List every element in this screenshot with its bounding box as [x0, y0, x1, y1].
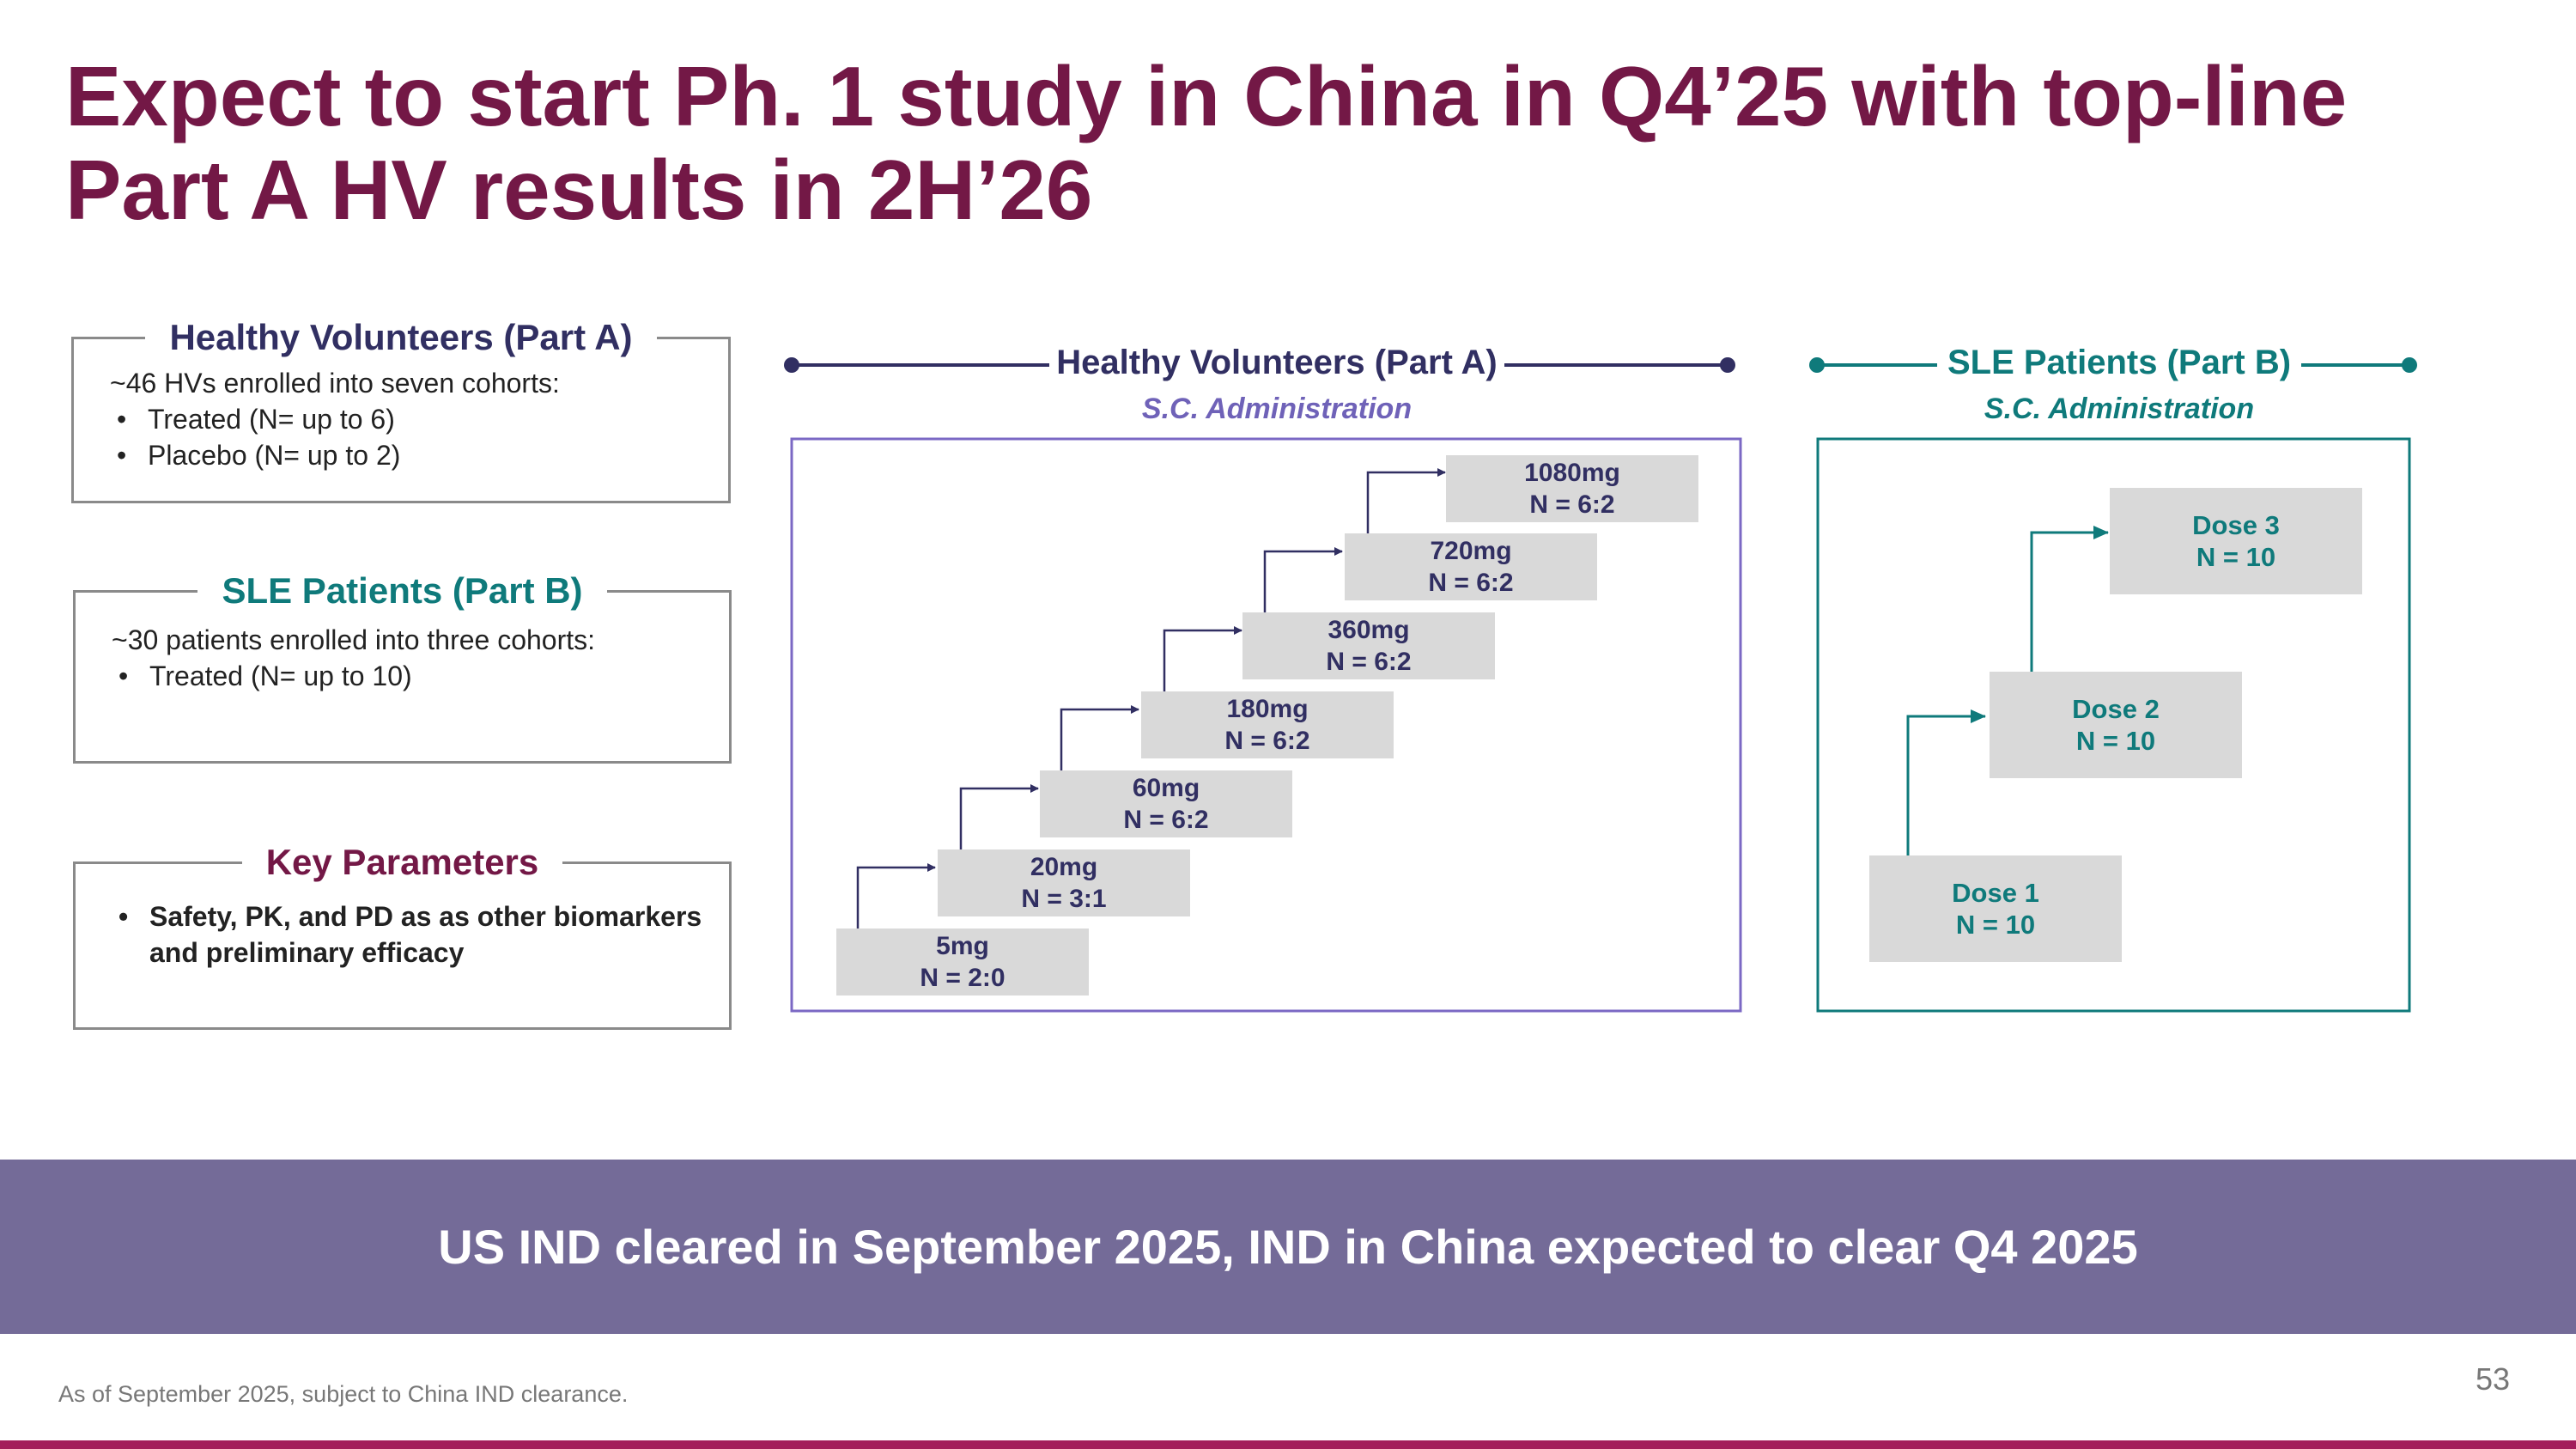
hv-cohort-360mg: 360mg N = 6:2 — [1242, 612, 1495, 679]
list-item: Safety, PK, and PD as as other biomarker… — [112, 898, 712, 971]
hv-info-intro: ~46 HVs enrolled into seven cohorts: — [110, 368, 560, 399]
cohort-n: N = 6:2 — [1224, 727, 1310, 755]
cohort-dose: 20mg — [1030, 853, 1098, 881]
cohort-n: N = 6:2 — [1529, 490, 1615, 519]
cohort-dose: 180mg — [1226, 695, 1309, 723]
list-item: Treated (N= up to 6) — [110, 401, 711, 437]
hv-info-bullets: Treated (N= up to 6) Placebo (N= up to 2… — [110, 401, 711, 473]
sle-info-heading: SLE Patients (Part B) — [197, 567, 607, 615]
page-title-line-1: Expect to start Ph. 1 study in China in … — [65, 49, 2348, 143]
accent-bar — [0, 1440, 2576, 1449]
sle-info-bullets: Treated (N= up to 10) — [112, 658, 712, 694]
hv-cohort-720mg: 720mg N = 6:2 — [1345, 533, 1597, 600]
sle-info-panel: SLE Patients (Part B) ~30 patients enrol… — [73, 567, 732, 764]
cohort-dose: Dose 3 — [2192, 510, 2280, 540]
cohort-n: N = 6:2 — [1123, 806, 1209, 834]
hv-cohort-180mg: 180mg N = 6:2 — [1141, 691, 1394, 758]
hv-diagram-frame — [790, 437, 1742, 1013]
key-parameters-panel: Key Parameters Safety, PK, and PD as as … — [73, 838, 732, 1030]
cohort-dose: 1080mg — [1524, 459, 1620, 487]
hv-diagram-title: Healthy Volunteers (Part A) — [1056, 344, 1498, 381]
cohort-n: N = 10 — [2196, 542, 2276, 572]
page-title-line-2: Part A HV results in 2H’26 — [65, 143, 1093, 237]
sle-header-rule — [1809, 357, 2417, 373]
sle-cohort-dose-3: Dose 3 N = 10 — [2110, 488, 2362, 594]
hv-diagram-subtitle: S.C. Administration — [1141, 393, 1413, 425]
cohort-n: N = 10 — [2075, 726, 2156, 756]
sle-diagram-subtitle: S.C. Administration — [1984, 393, 2255, 425]
sle-info-intro: ~30 patients enrolled into three cohorts… — [112, 624, 596, 655]
cohort-dose: 360mg — [1327, 616, 1410, 644]
footnote: As of September 2025, subject to China I… — [58, 1381, 629, 1407]
hv-cohort-5mg: 5mg N = 2:0 — [836, 928, 1089, 995]
page-title: Expect to start Ph. 1 study in China in … — [65, 50, 2512, 237]
sle-cohort-dose-1: Dose 1 N = 10 — [1869, 855, 2122, 962]
key-parameters-bullets: Safety, PK, and PD as as other biomarker… — [112, 898, 712, 971]
hv-cohort-1080mg: 1080mg N = 6:2 — [1446, 455, 1698, 522]
cohort-dose: 60mg — [1132, 774, 1200, 802]
list-item: Treated (N= up to 10) — [112, 658, 712, 694]
cohort-dose: 5mg — [936, 932, 989, 960]
hv-cohort-60mg: 60mg N = 6:2 — [1040, 770, 1292, 837]
banner-text: US IND cleared in September 2025, IND in… — [438, 1220, 2138, 1274]
hv-info-panel: Healthy Volunteers (Part A) ~46 HVs enro… — [71, 314, 731, 503]
hv-escalation-arrows — [856, 468, 1446, 928]
sle-diagram-frame — [1816, 437, 2411, 1013]
sle-cohort-dose-2: Dose 2 N = 10 — [1990, 672, 2242, 778]
ind-status-banner: US IND cleared in September 2025, IND in… — [0, 1160, 2576, 1334]
sle-diagram-title: SLE Patients (Part B) — [1947, 344, 2292, 381]
list-item: Placebo (N= up to 2) — [110, 437, 711, 473]
cohort-n: N = 6:2 — [1326, 648, 1412, 676]
cohort-n: N = 2:0 — [920, 964, 1005, 992]
hv-info-heading: Healthy Volunteers (Part A) — [145, 314, 657, 362]
cohort-dose: Dose 1 — [1952, 878, 2039, 908]
sle-escalation-arrows — [1906, 526, 2109, 855]
hv-cohort-20mg: 20mg N = 3:1 — [938, 849, 1190, 916]
cohort-dose: 720mg — [1430, 537, 1512, 565]
key-parameters-heading: Key Parameters — [241, 838, 563, 886]
cohort-n: N = 6:2 — [1428, 569, 1514, 597]
cohort-n: N = 10 — [1955, 910, 2036, 940]
page-number: 53 — [2475, 1361, 2510, 1397]
hv-header-rule — [784, 357, 1735, 373]
cohort-dose: Dose 2 — [2072, 694, 2160, 724]
cohort-n: N = 3:1 — [1021, 885, 1107, 913]
